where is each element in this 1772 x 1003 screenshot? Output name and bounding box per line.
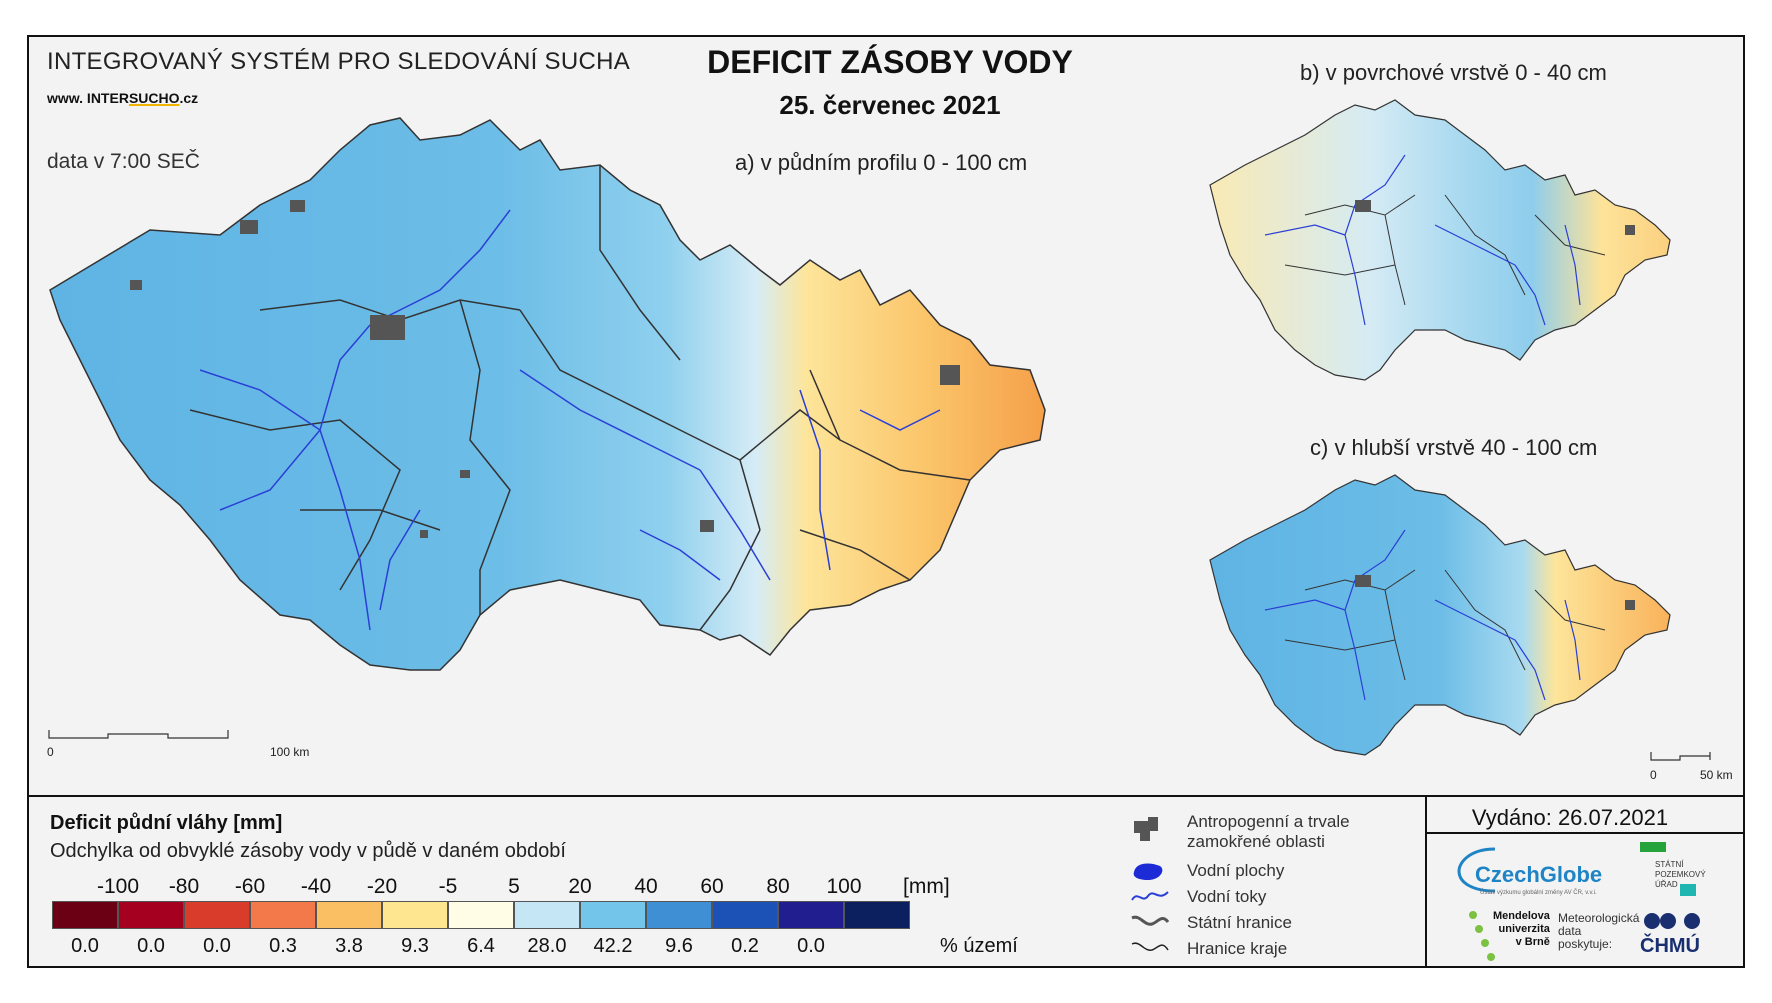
map-c-label: c) v hlubší vrstvě 40 - 100 cm [1310,435,1598,460]
legend-break-label: 20 [568,875,592,898]
legend-percent-value: 0.2 [731,935,759,957]
spu-logo-icon [1640,842,1696,896]
main-title: DEFICIT ZÁSOBY VODY [707,44,1073,80]
czech-outline-c [1209,474,1671,756]
symbol-state-border: Státní hranice [1187,913,1292,932]
map-a [49,117,1046,671]
czechglobe-logo-icon [1457,847,1496,893]
map-a-label: a) v půdním profilu 0 - 100 cm [735,150,1028,175]
legend-break-label: 60 [700,875,724,898]
system-title: INTEGROVANÝ SYSTÉM PRO SLEDOVÁNÍ SUCHA [47,48,631,75]
czech-outline-a [49,117,1046,671]
symbol-region-border: Hranice kraje [1187,939,1288,958]
state-border-icon [1131,915,1170,926]
legend-percent-label: % území [940,935,1018,957]
legend-unit: [mm] [903,875,950,898]
czech-outline-b [1209,99,1671,381]
legend-percent-value: 6.4 [467,935,495,957]
legend-percent-value: 9.6 [665,935,693,957]
legend-percent-value: 0.0 [137,935,165,957]
legend-break-label: -80 [168,875,200,898]
scale-bar-main [48,730,229,739]
scale-bar-small [1650,752,1711,761]
legend-percent-value: 0.0 [797,935,825,957]
map-c [1209,474,1671,756]
legend-percent-value: 0.0 [71,935,99,957]
legend-break-label: -5 [438,875,458,898]
legend-swatch [250,901,316,929]
legend-break-label: -60 [234,875,266,898]
anthropogenic-icon [1134,817,1158,841]
legend-title: Deficit půdní vláhy [mm] [50,812,283,834]
website-suffix: .cz [179,90,199,106]
map-b-label: b) v povrchové vrstvě 0 - 40 cm [1300,60,1607,85]
scale-main-end: 100 km [270,745,310,759]
region-border-icon [1131,942,1169,951]
map-date: 25. červenec 2021 [779,90,1001,120]
legend-break-label: 100 [826,875,862,898]
chmu-logo: ČHMÚ [1640,935,1700,957]
mendel-logo-icon [1469,911,1495,961]
scale-small-end: 50 km [1700,768,1733,782]
legend-swatch [712,901,778,929]
legend-percent-value: 9.3 [401,935,429,957]
issued-divider [1425,832,1745,834]
water-course-icon [1131,891,1169,901]
legend-swatch [778,901,844,929]
website-highlight: SUCHO [128,90,180,106]
legend-swatch [118,901,184,929]
meteo-data-label: Meteorologická data poskytuje: [1558,911,1640,951]
chmu-logo-icon [1644,913,1700,929]
scale-main-start: 0 [47,745,54,759]
symbol-water-bodies: Vodní plochy [1187,861,1285,880]
legend-break-label: 5 [508,875,520,898]
legend-swatch [316,901,382,929]
legend-subtitle: Odchylka od obvyklé zásoby vody v půdě v… [50,840,566,862]
water-body-icon [1133,863,1163,880]
issued-date: Vydáno: 26.07.2021 [1471,805,1669,830]
legend-percent-value: 42.2 [593,935,633,957]
legend-swatch [844,901,910,929]
legend-percent-value: 0.0 [203,935,231,957]
spu-logo: STÁTNÍ POZEMKOVÝ ÚŘAD [1655,860,1706,889]
legend-swatch [646,901,712,929]
website-link[interactable]: www. INTERSUCHO.cz [47,90,198,106]
legend-divider [27,795,1745,797]
legend-swatch [514,901,580,929]
mendel-logo: Mendelova univerzita v Brně [1493,910,1550,948]
map-b [1209,99,1671,381]
legend-percent-value: 0.3 [269,935,297,957]
legend-swatch [184,901,250,929]
legend-swatch [52,901,118,929]
legend-break-label: 40 [634,875,658,898]
website-prefix: www. INTER [47,90,129,106]
legend-break-label: -20 [366,875,398,898]
legend-break-label: -100 [96,875,140,898]
scale-small-start: 0 [1650,768,1657,782]
legend-percent-value: 3.8 [335,935,363,957]
czechglobe-logo: CzechGlobe [1475,862,1603,887]
legend-break-label: -40 [300,875,332,898]
symbol-anthropogenic: Antropogenní a trvale zamokřené oblasti [1187,812,1350,851]
legend-swatch [382,901,448,929]
czechglobe-subtitle: Ústav výzkumu globální změny AV ČR, v.v.… [1480,890,1597,896]
symbol-water-courses: Vodní toky [1187,887,1267,906]
urban-areas-a [130,200,960,538]
data-time: data v 7:00 SEČ [47,150,200,173]
legend-swatch [580,901,646,929]
footer-divider [1425,795,1427,968]
legend-percent-value: 28.0 [527,935,567,957]
legend-swatch [448,901,514,929]
legend-break-label: 80 [766,875,790,898]
